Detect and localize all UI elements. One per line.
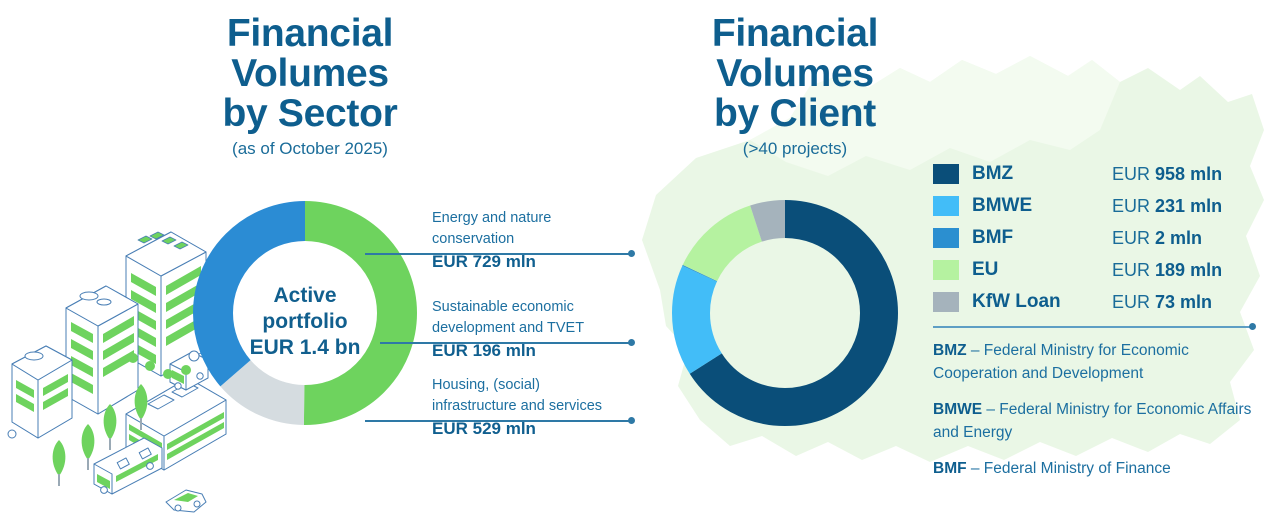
legend-amount-kfw-loan: EUR 73 mln [1112,291,1213,312]
callout-energy: Energy and nature conservation EUR 729 m… [432,208,647,272]
leader-line-housing [365,420,630,422]
title-line: by Client [714,92,876,135]
note-bmwe: BMWE – Federal Ministry for Economic Aff… [933,401,1252,441]
legend-by-client: BMZ EUR 958 mln BMWE EUR 231 mln BMF EUR… [933,158,1263,318]
sector-arc-housing [193,201,417,425]
leader-dot-sed [628,339,635,346]
callout-value: EUR 196 mln [432,341,536,360]
callout-desc-line-2: development and TVET [432,320,585,336]
center-line-2: portfolio [262,310,348,333]
center-line-3: EUR 1.4 bn [249,336,361,359]
building-medium [65,285,139,415]
callout-sustainable-economic-development: Sustainable economic development and TVE… [432,297,647,361]
callout-desc-line-2: infrastructure and services [432,398,603,414]
legend-row-bmwe: BMWE EUR 231 mln [933,190,1263,222]
title-line: Financial [226,12,394,55]
donut-center-label-sector: Active portfolio EUR 1.4 bn [215,283,395,361]
legend-row-bmf: BMF EUR 2 mln [933,222,1263,254]
leader-line-sed [380,342,630,344]
legend-label-eu: EU [972,259,999,280]
callout-value: EUR 529 mln [432,419,536,438]
legend-divider-dot [1249,323,1256,330]
legend-swatch-bmwe [933,196,959,216]
leader-dot-energy [628,250,635,257]
callout-desc-line-1: Sustainable economic [432,299,574,315]
tree-group [52,384,148,486]
legend-row-bmz: BMZ EUR 958 mln [933,158,1263,190]
callout-desc-line-2: conservation [432,231,515,247]
car [165,489,207,513]
legend-amount-bmz: EUR 958 mln [1112,163,1223,184]
legend-label-bmz: BMZ [972,163,1014,184]
isometric-city-illustration [7,231,227,513]
callout-desc-line-1: Energy and nature [432,210,552,226]
legend-amount-bmwe: EUR 231 mln [1112,195,1223,216]
legend-label-bmwe: BMWE [972,195,1033,216]
note-bmf: BMF – Federal Ministry of Finance [933,460,1171,477]
donut-chart-by-client [672,200,898,426]
legend-swatch-bmz [933,164,959,184]
legend-row-eu: EU EUR 189 mln [933,254,1263,286]
title-line: Financial [711,12,879,55]
center-line-1: Active [273,284,337,307]
subtitle-sector: (as of October 2025) [232,139,388,158]
legend-label-bmf: BMF [972,227,1014,248]
legend-divider [933,326,1251,328]
legend-amount-eu: EUR 189 mln [1112,259,1223,280]
subtitle-client: (>40 projects) [742,139,848,158]
title-line: Volumes [716,52,874,95]
title-line: Volumes [231,52,389,95]
legend-label-kfw-loan: KfW Loan [972,291,1061,312]
legend-amount-bmf: EUR 2 mln [1112,227,1203,248]
title-line: by Sector [222,92,398,135]
abbreviation-notes: BMZ – Federal Ministry for Economic Coop… [933,339,1263,493]
legend-swatch-kfw-loan [933,292,959,312]
client-arc-bmwe [672,200,898,426]
leader-dot-housing [628,417,635,424]
leader-line-energy [365,253,630,255]
callout-desc-line-1: Housing, (social) [432,377,540,393]
bus [93,437,163,495]
green-dots [128,353,191,379]
legend-row-kfw-loan: KfW Loan EUR 73 mln [933,286,1263,318]
page-title-sector: Financial Volumes by Sector [170,14,450,134]
building-small [11,345,73,439]
client-arc-kfw-loan [672,200,898,426]
legend-swatch-eu [933,260,959,280]
page-title-client: Financial Volumes by Client [655,14,935,134]
callout-housing-infrastructure: Housing, (social) infrastructure and ser… [432,375,647,439]
callout-value: EUR 729 mln [432,252,536,271]
note-bmz: BMZ – Federal Ministry for Economic Coop… [933,342,1189,382]
donut-chart-by-sector [193,201,417,425]
legend-swatch-bmf [933,228,959,248]
